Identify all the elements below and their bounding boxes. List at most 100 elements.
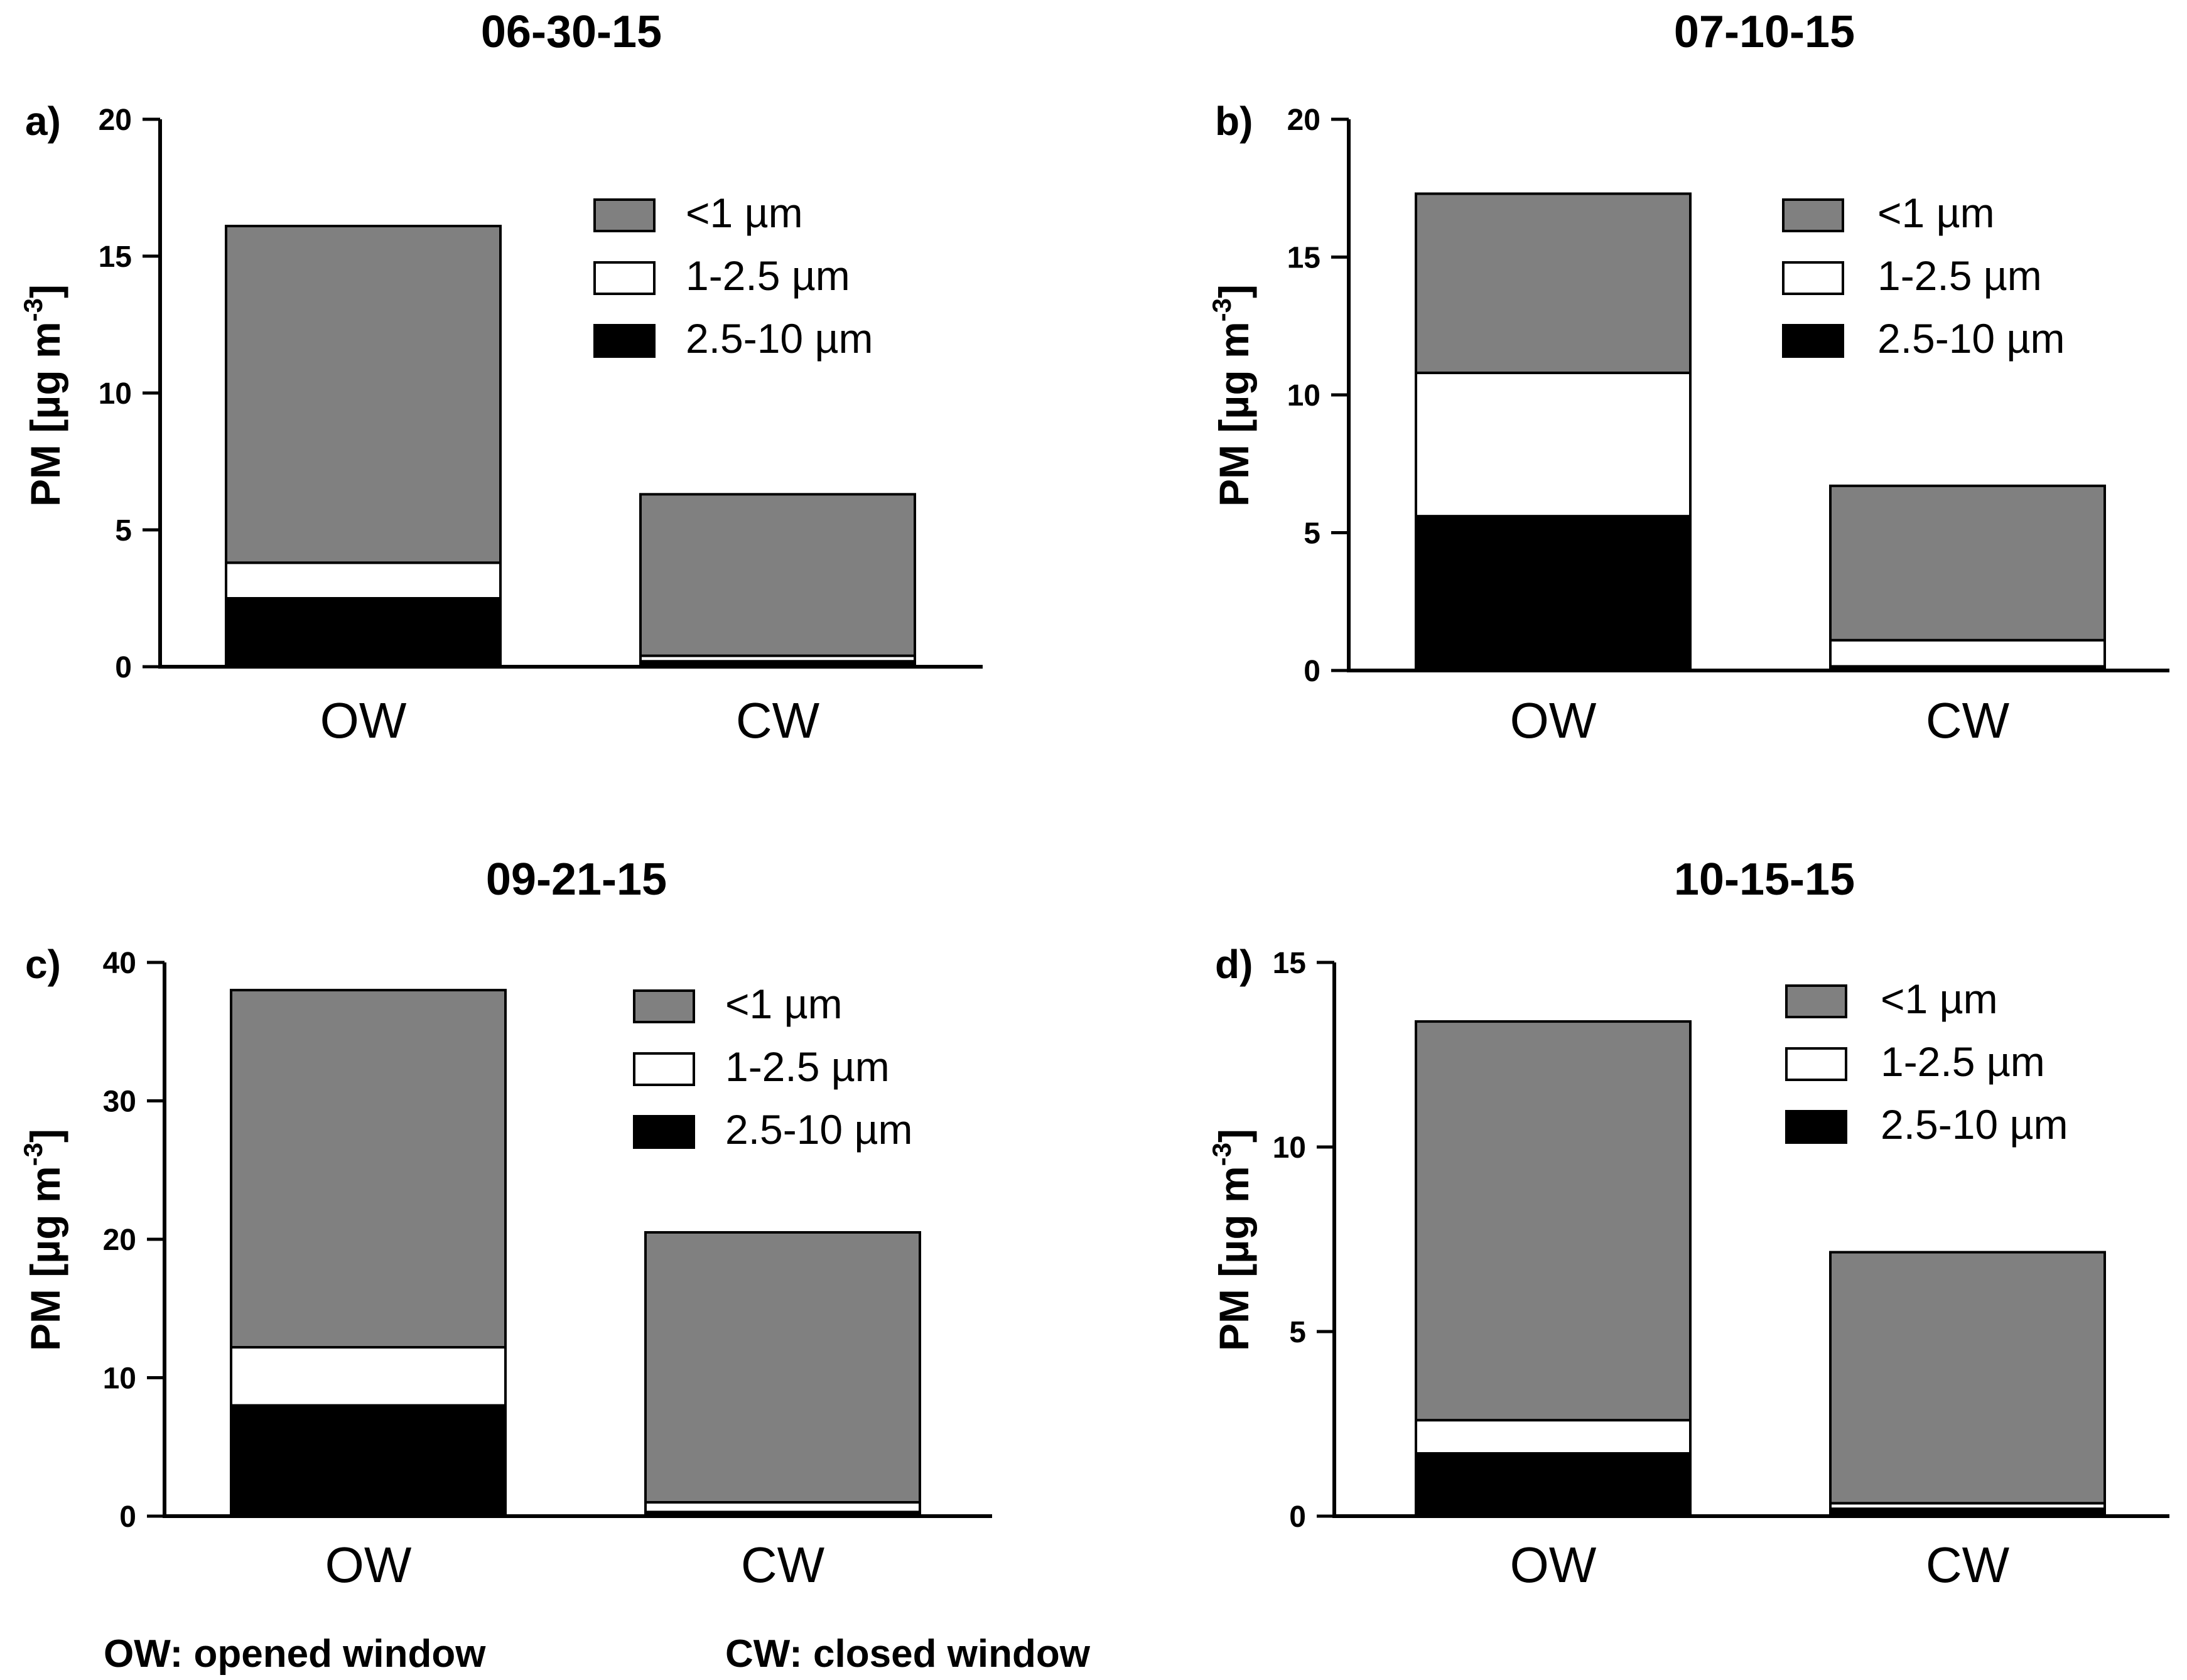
y-axis-label: PM [µg m-3] [1207,1129,1257,1351]
x-tick-cw: CW [741,1537,825,1593]
legend-swatch-lt1 [633,989,695,1023]
y-axis-label-sup: -3 [18,298,48,321]
bar-ow-coarse [1415,515,1692,672]
chart-title: 10-15-15 [1674,854,1855,905]
legend-swatch-coarse [1782,324,1844,358]
y-tick-label: 5 [1304,517,1320,551]
x-tick-cw: CW [1926,692,2010,748]
legend-swatch-mid [1782,261,1844,295]
legend-label-lt1: <1 µm [686,190,803,236]
y-tick-label: 20 [1287,104,1320,137]
y-axis-label-end: ] [1211,1129,1257,1143]
y-tick-label: 15 [1273,947,1306,980]
y-tick-label: 15 [99,240,132,274]
chart-panel-1: 06-30-15 a) PM [µg m-3] OW CW 0 5 10 15 20 <1 µm 1-… [18,7,983,748]
y-axis-label-main: PM [µg m [1211,321,1257,507]
x-tick-ow: OW [325,1537,412,1593]
legend-label-coarse: 2.5-10 µm [725,1106,912,1153]
y-axis-label-end: ] [22,1129,68,1143]
y-tick-label: 40 [103,947,136,980]
y-axis-label-sup: -3 [1207,1143,1236,1166]
y-tick-label: 5 [115,514,132,547]
y-axis-label-main: PM [µg m [22,321,68,507]
chart-panel-3: 09-21-15 c) PM [µg m-3] OW CW 0 10 20 30 40 <1 µm 1… [18,854,992,1593]
x-tick-ow: OW [1510,692,1597,748]
y-axis-label-end: ] [22,284,68,298]
y-tick-label: 0 [1304,655,1320,688]
legend-swatch-mid [1785,1047,1847,1081]
y-axis-label-end: ] [1211,284,1257,298]
chart-title: 07-10-15 [1674,7,1855,57]
legend-label-coarse: 2.5-10 µm [1881,1101,2068,1148]
legend-label-lt1: <1 µm [1877,190,1995,236]
bar-cw-mid [644,1500,921,1514]
y-tick-label: 0 [115,651,132,684]
chart-title: 09-21-15 [486,854,667,905]
legend-label-mid: 1-2.5 µm [725,1043,890,1090]
legend-label-lt1: <1 µm [725,981,843,1027]
legend-label-mid: 1-2.5 µm [1881,1038,2045,1085]
legend-swatch-lt1 [593,198,656,232]
y-tick-label: 30 [103,1085,136,1119]
legend-label-coarse: 2.5-10 µm [1877,315,2065,362]
bar-ow-coarse [225,597,502,668]
bar-ow-lt1 [225,225,502,564]
y-tick-label: 0 [119,1500,136,1534]
panel-label: c) [25,942,61,987]
x-tick-cw: CW [1926,1537,2010,1593]
legend-swatch-lt1 [1782,198,1844,232]
x-tick-cw: CW [736,692,820,748]
y-axis-label: PM [µg m-3] [18,1129,68,1351]
y-axis-label-sup: -3 [18,1143,48,1166]
x-tick-ow: OW [1510,1537,1597,1593]
y-axis-label-main: PM [µg m [1211,1166,1257,1351]
legend-label-mid: 1-2.5 µm [1877,252,2042,299]
bar-cw-lt1 [1829,484,2106,642]
footnote-ow: OW: opened window [104,1632,486,1676]
y-tick-label: 10 [1273,1131,1306,1165]
legend-swatch-coarse [633,1115,695,1149]
y-tick-label: 20 [103,1224,136,1257]
y-axis-label-sup: -3 [1207,298,1236,321]
y-tick-label: 10 [1287,379,1320,412]
legend-swatch-mid [633,1052,695,1086]
legend-swatch-coarse [593,324,656,358]
legend-swatch-lt1 [1785,984,1847,1018]
y-axis-label-main: PM [µg m [22,1166,68,1351]
legend-label-mid: 1-2.5 µm [686,252,850,299]
bar-ow-mid [225,561,502,600]
bar-ow-coarse [1415,1452,1692,1518]
bar-ow-lt1 [1415,192,1692,374]
bar-ow-lt1 [1415,1020,1692,1422]
y-tick-label: 10 [99,377,132,411]
bar-ow-mid [1415,371,1692,518]
legend-swatch-mid [593,261,656,295]
x-tick-ow: OW [320,692,407,748]
chart-title: 06-30-15 [481,7,662,57]
bar-ow-coarse [230,1404,507,1518]
y-tick-label: 0 [1289,1500,1306,1534]
legend-swatch-coarse [1785,1110,1847,1144]
y-tick-label: 15 [1287,242,1320,275]
panel-label: b) [1215,99,1253,144]
bar-cw-lt1 [639,493,916,657]
bar-cw-lt1 [1829,1251,2106,1505]
y-axis-label: PM [µg m-3] [1207,284,1257,507]
y-axis-label: PM [µg m-3] [18,284,68,507]
panel-label: a) [25,99,61,144]
chart-panel-4: 10-15-15 d) PM [µg m-3] OW CW 0 5 10 15 <1 µm 1-2.… [1207,854,2169,1593]
panel-label: d) [1215,942,1253,987]
bar-ow-mid [230,1345,507,1407]
bar-ow-mid [1415,1419,1692,1455]
y-tick-label: 10 [103,1362,136,1396]
legend-label-coarse: 2.5-10 µm [686,315,873,362]
chart-panel-2: 07-10-15 b) PM [µg m-3] OW CW 0 5 10 15 20 <1 µm 1-… [1207,7,2169,748]
bar-cw-lt1 [644,1230,921,1504]
legend-label-lt1: <1 µm [1881,976,1998,1022]
bar-ow-lt1 [230,989,507,1349]
y-tick-label: 5 [1289,1316,1306,1349]
bar-cw-mid [1829,638,2106,668]
y-tick-label: 20 [99,104,132,137]
